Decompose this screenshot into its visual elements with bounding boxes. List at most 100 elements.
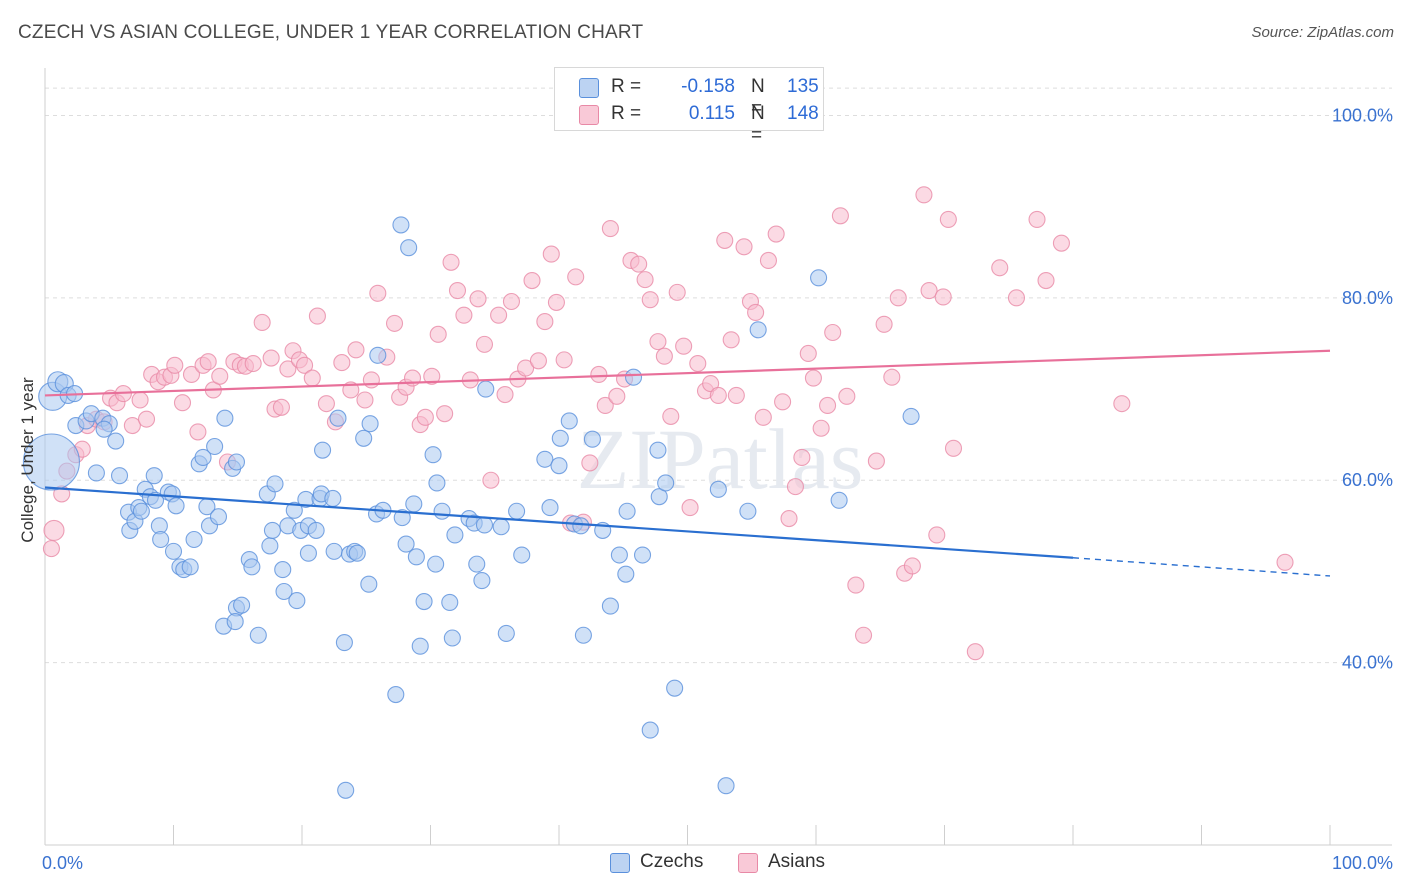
data-point [392,216,410,234]
chart-title: CZECH VS ASIAN COLLEGE, UNDER 1 YEAR COR… [18,22,644,43]
data-point [167,497,185,515]
data-point [618,502,636,520]
data-point [542,245,560,263]
data-point [416,408,434,426]
data-point [95,420,113,438]
n-label: N = [751,103,765,146]
data-point [727,386,745,404]
data-point [831,207,849,225]
data-point [347,341,365,359]
data-point [939,210,957,228]
data-point [608,387,626,405]
data-point [1037,271,1055,290]
data-point [356,391,374,409]
data-point [446,526,464,544]
data-point [991,259,1009,277]
data-point [206,437,224,456]
data-point [333,354,351,372]
data-point [244,354,262,373]
n-value: 135 [787,76,819,97]
data-point [317,395,335,413]
data-point [233,596,251,614]
n-label: N = [751,76,765,119]
data-point [657,474,675,492]
data-point [299,544,317,562]
data-point [475,516,494,534]
data-point [209,508,228,526]
trend-line-czechs-extension [1072,557,1331,577]
data-point [812,419,830,437]
data-point [541,499,559,517]
data-point [279,360,297,378]
data-point [567,268,585,286]
data-point [164,542,183,560]
data-point [810,269,828,287]
data-point [662,407,680,425]
data-point [854,626,873,644]
data-point [303,369,321,387]
data-point [385,314,404,332]
series-czechs [22,216,920,799]
data-point [261,537,279,555]
data-point [804,369,822,387]
data-point [266,475,284,493]
data-point [132,502,150,520]
data-point [166,356,184,374]
data-point [502,292,521,311]
data-point [536,313,554,331]
data-point [131,391,149,409]
data-point [754,408,772,426]
data-point [110,467,129,485]
data-point [903,557,921,575]
data-point [830,491,848,509]
data-point [536,450,554,468]
data-point [249,626,267,644]
data-point [928,526,946,544]
data-point [455,306,473,324]
data-point [335,634,353,652]
data-point [369,284,387,302]
data-point [649,333,667,351]
data-point [288,592,306,610]
data-point [469,290,487,308]
data-point [226,613,244,631]
data-point [199,353,217,371]
data-point [601,220,619,238]
data-point [889,289,907,307]
data-point [427,555,445,573]
y-tick-label: 100.0% [1332,105,1393,125]
data-point [415,592,433,611]
data-point [443,629,461,647]
data-point [739,502,757,520]
data-point [560,412,578,430]
data-point [793,448,811,466]
data-point [216,409,234,427]
data-point [496,385,514,404]
data-point [1028,210,1046,228]
data-point [747,303,765,321]
data-point [355,429,373,447]
data-point [915,186,933,204]
data-point [550,457,568,475]
data-point [572,517,590,535]
data-point [655,347,673,365]
data-point [650,488,668,506]
data-point [362,371,380,389]
data-point [173,394,192,412]
data-point [477,380,495,398]
data-point [492,518,510,536]
data-point [1007,289,1026,307]
data-point [799,344,817,363]
data-point [185,530,203,549]
tick-labels: 40.0% 60.0% 80.0% 100.0% 0.0% 100.0% [42,105,1393,873]
data-point [838,387,856,405]
data-point [337,781,355,799]
x-tick-label: 0.0% [42,853,83,873]
data-point [780,509,798,528]
data-point [296,356,314,374]
data-point [482,471,500,489]
data-point [442,253,460,271]
data-point [583,430,601,448]
data-point [867,452,885,470]
